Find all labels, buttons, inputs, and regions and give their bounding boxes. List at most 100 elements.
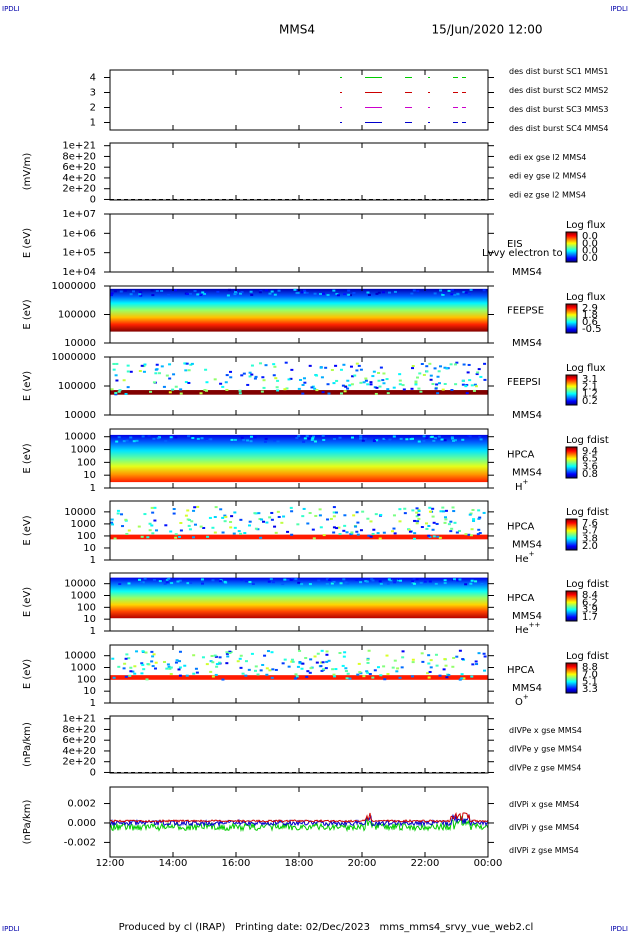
- speckle: [437, 370, 441, 373]
- speckle: [150, 289, 154, 292]
- spectrogram: [110, 390, 488, 395]
- speckle: [461, 658, 465, 661]
- speckle: [362, 675, 366, 678]
- speckle: [122, 379, 126, 382]
- speckle: [434, 387, 438, 390]
- speckle: [414, 380, 418, 383]
- speckle: [434, 582, 438, 585]
- x-tick-label: 20:00: [348, 858, 377, 869]
- date: 15/Jun/2020 12:00: [431, 23, 542, 37]
- speckle: [265, 667, 269, 670]
- speckle: [403, 512, 407, 515]
- speckle: [239, 666, 243, 669]
- colorbar: [565, 231, 578, 263]
- speckle: [295, 675, 299, 678]
- speckle: [326, 294, 330, 297]
- speckle: [196, 293, 200, 296]
- speckle: [259, 290, 263, 293]
- speckle: [297, 581, 301, 584]
- speckle: [115, 379, 119, 382]
- speckle: [471, 508, 475, 511]
- speckle: [444, 518, 448, 521]
- speckle: [228, 651, 232, 654]
- spectrogram: [110, 534, 488, 540]
- speckle: [318, 508, 322, 511]
- plot-frame: [109, 142, 489, 201]
- legend-entry: dIVPe z gse MMS4: [509, 763, 581, 772]
- speckle: [214, 655, 218, 658]
- speckle: [124, 518, 128, 521]
- speckle: [167, 665, 171, 668]
- speckle: [362, 381, 366, 384]
- speckle: [420, 526, 424, 529]
- speckle: [264, 364, 268, 367]
- colorbar-label: -0.5: [582, 324, 602, 335]
- speckle: [132, 440, 136, 443]
- speckle: [348, 384, 352, 387]
- speckle: [367, 293, 371, 296]
- speckle: [205, 381, 209, 384]
- speckle: [124, 393, 128, 396]
- speckle: [184, 369, 188, 372]
- speckle: [238, 657, 242, 660]
- speckle: [400, 666, 404, 669]
- speckle: [440, 438, 444, 441]
- speckle: [218, 656, 222, 659]
- speckle: [169, 673, 173, 676]
- overlay-label: Lvvy electron to: [482, 248, 563, 259]
- speckle: [153, 519, 157, 522]
- legend-entry: des dist burst SC4 MMS4: [509, 124, 608, 133]
- speckle: [160, 290, 164, 293]
- speckle: [191, 437, 195, 440]
- speckle: [432, 439, 436, 442]
- speckle: [154, 368, 158, 371]
- speckle: [315, 374, 319, 377]
- species-label: He++: [515, 621, 541, 636]
- speckle: [286, 579, 290, 582]
- mission-label: MMS4: [512, 468, 542, 479]
- speckle: [324, 366, 328, 369]
- species-base: H: [515, 482, 523, 493]
- speckle: [179, 388, 183, 391]
- speckle: [125, 653, 129, 656]
- speckle: [282, 515, 286, 518]
- speckle: [123, 289, 127, 292]
- speckle: [322, 668, 326, 671]
- speckle: [301, 515, 305, 518]
- speckle: [477, 528, 481, 531]
- y-axis-label: E (eV): [22, 228, 33, 258]
- spectrogram: [110, 675, 488, 680]
- speckle: [410, 387, 414, 390]
- speckle: [401, 384, 405, 387]
- speckle: [221, 385, 225, 388]
- speckle: [474, 580, 478, 583]
- speckle: [268, 292, 272, 295]
- speckle: [127, 529, 131, 532]
- speckle: [250, 373, 254, 376]
- speckle: [238, 389, 242, 392]
- speckle: [346, 387, 350, 390]
- speckle: [382, 665, 386, 668]
- speckle: [301, 662, 305, 665]
- speckle: [464, 533, 468, 536]
- speckle: [114, 393, 118, 396]
- speckle: [110, 292, 114, 295]
- speckle: [452, 656, 456, 659]
- speckle: [117, 390, 121, 393]
- speckle: [168, 363, 172, 366]
- speckle: [382, 372, 386, 375]
- speckle: [456, 293, 460, 296]
- speckle: [450, 289, 454, 292]
- speckle: [201, 582, 205, 585]
- speckle: [169, 436, 173, 439]
- speckle: [370, 578, 374, 581]
- corner-label: IPDLI: [610, 925, 628, 933]
- speckle: [427, 654, 431, 657]
- speckle: [290, 658, 294, 661]
- speckle: [204, 389, 208, 392]
- speckle: [474, 660, 478, 663]
- speckle: [315, 389, 319, 392]
- y-tick-label: 6e+20: [62, 162, 96, 173]
- y-tick-label: 0.000: [67, 818, 96, 829]
- speckle: [221, 678, 225, 681]
